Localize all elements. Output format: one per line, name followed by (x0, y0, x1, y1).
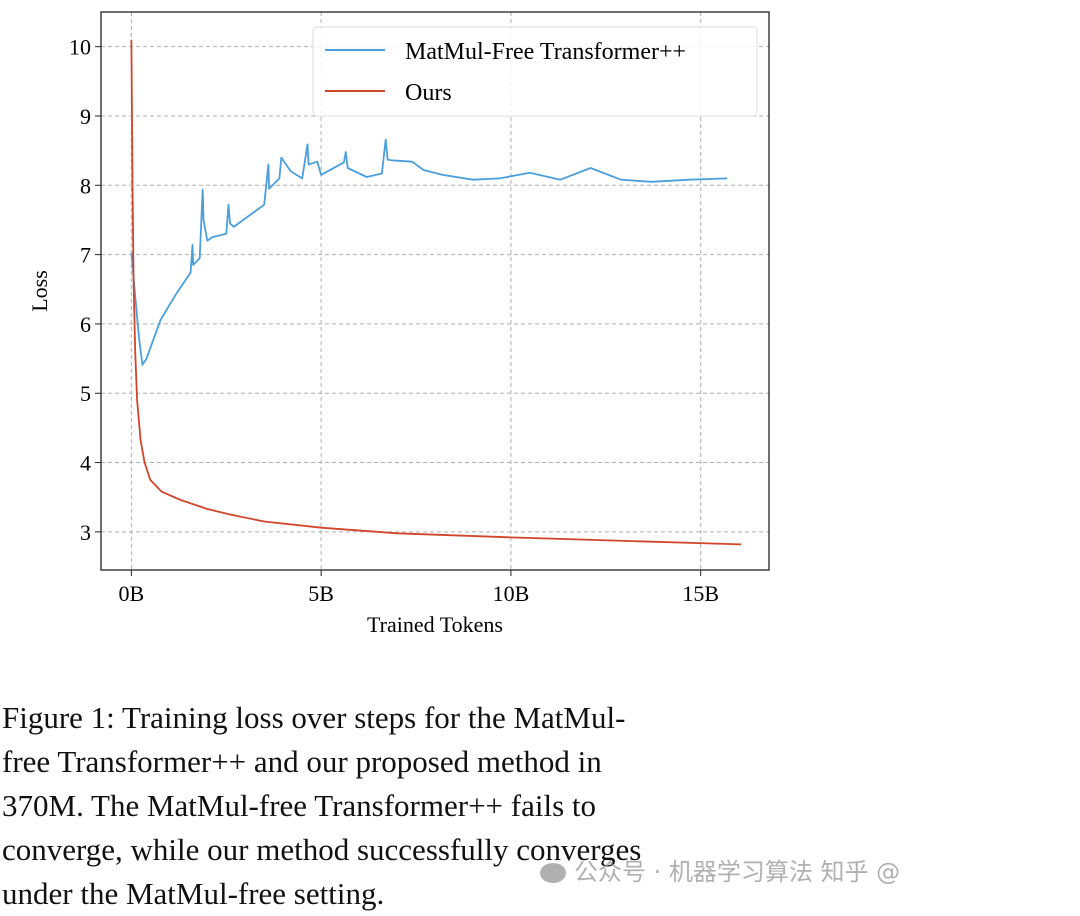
x-tick-label: 5B (308, 581, 334, 606)
legend-box (312, 26, 758, 117)
watermark: 公众号 · 机器学习算法 知乎 @ (540, 852, 900, 887)
watermark-text: 公众号 · 机器学习算法 知乎 @ (574, 858, 901, 886)
legend: MatMul-Free Transformer++ Ours (312, 26, 758, 117)
series-line-matmul-free (130, 138, 728, 366)
y-tick-label: 6 (80, 312, 91, 337)
wechat-icon (540, 863, 566, 883)
series-lines (130, 39, 742, 546)
y-axis-label: Loss (27, 270, 52, 312)
caption-line: converge, while our method successfully … (2, 832, 642, 867)
x-axis-label: Trained Tokens (367, 612, 503, 637)
ticks: 0B 5B 10B 15B 3 4 5 6 7 8 9 10 (69, 35, 719, 606)
figure-caption: Figure 1: Training loss over steps for t… (2, 696, 822, 916)
y-tick-label: 10 (69, 35, 91, 60)
caption-line: Figure 1: Training loss over steps for t… (2, 700, 626, 735)
plot-frame (100, 11, 770, 571)
y-tick-label: 7 (80, 243, 91, 268)
x-tick-label: 0B (119, 581, 145, 606)
y-tick-label: 5 (80, 381, 91, 406)
x-tick-label: 10B (493, 581, 530, 606)
series-line-ours (130, 39, 742, 546)
caption-line: 370M. The MatMul-free Transformer++ fail… (2, 788, 597, 823)
caption-line: free Transformer++ and our proposed meth… (2, 744, 602, 779)
x-tick-label: 15B (682, 581, 719, 606)
legend-label-ours: Ours (405, 80, 452, 106)
y-tick-label: 8 (80, 173, 91, 198)
caption-line: under the MatMul-free setting. (2, 876, 385, 911)
y-tick-label: 3 (80, 520, 91, 545)
y-tick-label: 4 (80, 451, 91, 476)
legend-label-matmul-free: MatMul-Free Transformer++ (405, 39, 686, 65)
y-tick-label: 9 (80, 104, 91, 129)
